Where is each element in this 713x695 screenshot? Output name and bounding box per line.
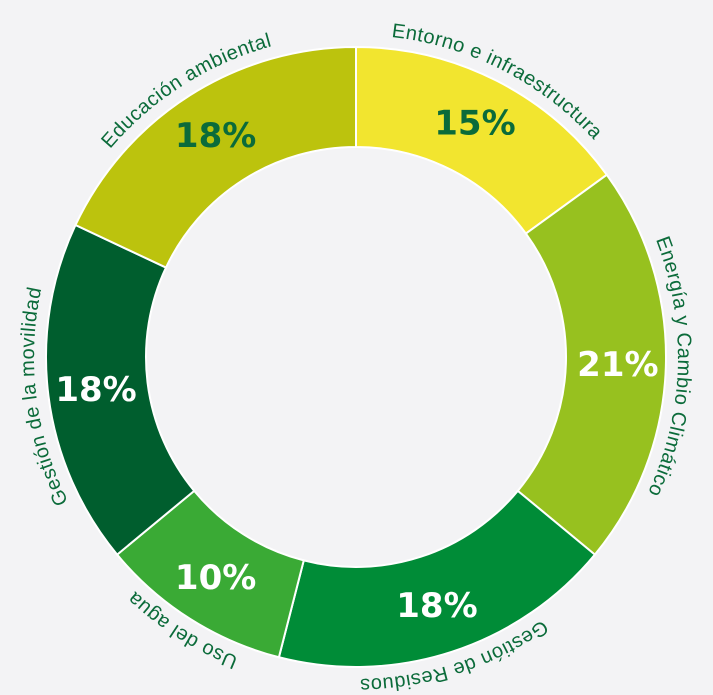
segment-gestion-de-residuos [277, 489, 597, 668]
pct-label-uso-del-agua: 10% [175, 558, 256, 598]
segment-educacion-ambiental [74, 45, 357, 269]
donut-segments [45, 45, 667, 668]
pct-label-gestion-de-residuos: 18% [396, 586, 477, 626]
pct-label-energia-y-cambio-climatico: 21% [577, 345, 658, 385]
percentage-labels: 15% 21% 18% 10% 18% 18% [55, 104, 658, 627]
pct-label-entorno-e-infraestructura: 15% [434, 104, 515, 144]
segment-energia-y-cambio-climatico [516, 173, 667, 557]
pct-label-educacion-ambiental: 18% [175, 116, 256, 156]
pct-label-gestion-de-la-movilidad: 18% [55, 370, 136, 410]
